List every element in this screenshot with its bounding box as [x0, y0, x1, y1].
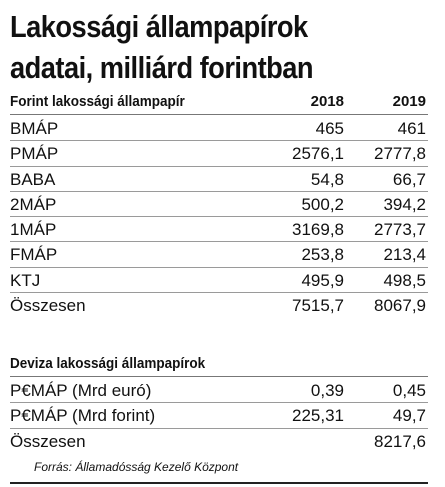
forint-section-header: Forint lakossági állampapír 2018 2019 [10, 90, 428, 115]
column-header-2018: 2018 [310, 93, 344, 110]
row-label: Összesen [10, 296, 86, 316]
table-row: PMÁP 2576,1 2777,8 [10, 141, 428, 167]
value-2019: 2777,8 [374, 144, 426, 164]
row-label: P€MÁP (Mrd euró) [10, 381, 152, 400]
source-note: Forrás: Államadósság Kezelő Központ [34, 460, 239, 474]
value-2018: 465 [315, 119, 344, 138]
row-label: Összesen [10, 431, 86, 451]
table-row: 2MÁP 500,2 394,2 [10, 192, 428, 218]
row-label: BABA [10, 169, 56, 189]
row-label: 2MÁP [10, 194, 57, 214]
table-row: KTJ 495,9 498,5 [10, 268, 428, 294]
page-title: Lakossági állampapírok adatai, milliárd … [10, 6, 388, 88]
value-2019: 498,5 [383, 270, 426, 290]
value-2018: 7515,7 [292, 296, 344, 316]
value-2019: 2773,7 [374, 220, 426, 240]
value-2019: 461 [397, 119, 426, 138]
deviza-section-header: Deviza lakossági állampapírok [10, 352, 428, 377]
value-2018: 500,2 [301, 194, 344, 214]
row-label: PMÁP [10, 144, 59, 164]
value-2019: 8067,9 [374, 296, 426, 316]
row-label: KTJ [10, 270, 41, 290]
value-2018: 495,9 [301, 270, 344, 290]
value-2018: 225,31 [292, 406, 344, 426]
title-line-2: adatai, milliárd forintban [10, 50, 314, 85]
value-2019: 66,7 [392, 169, 426, 189]
table-row: P€MÁP (Mrd euró) 0,39 0,45 [10, 378, 428, 404]
column-header-2019: 2019 [392, 93, 426, 110]
row-label: P€MÁP (Mrd forint) [10, 406, 156, 426]
forint-section-title: Forint lakossági állampapír [10, 93, 185, 110]
value-2019: 394,2 [383, 194, 426, 214]
row-label: BMÁP [10, 119, 59, 138]
row-label: 1MÁP [10, 220, 57, 240]
total-row: Összesen 7515,7 8067,9 [10, 293, 428, 318]
value-2019: 49,7 [392, 406, 426, 426]
value-2018: 3169,8 [292, 220, 344, 240]
table-row: FMÁP 253,8 213,4 [10, 242, 428, 268]
total-row: Összesen 8217,6 [10, 429, 428, 454]
value-2019: 213,4 [383, 245, 426, 265]
value-2018: 2576,1 [292, 144, 344, 164]
forint-rows: BMÁP 465 461 PMÁP 2576,1 2777,8 BABA 54,… [10, 116, 428, 318]
value-2018: 0,39 [310, 381, 344, 400]
deviza-rows: P€MÁP (Mrd euró) 0,39 0,45 P€MÁP (Mrd fo… [10, 378, 428, 454]
table-row: P€MÁP (Mrd forint) 225,31 49,7 [10, 403, 428, 429]
value-2018: 54,8 [310, 169, 344, 189]
bottom-divider [10, 482, 428, 484]
value-2019: 0,45 [392, 381, 426, 400]
value-2019: 8217,6 [374, 431, 426, 451]
value-2018: 253,8 [301, 245, 344, 265]
deviza-section-title: Deviza lakossági állampapírok [10, 355, 206, 372]
table-row: 1MÁP 3169,8 2773,7 [10, 217, 428, 243]
title-line-1: Lakossági állampapírok [10, 9, 308, 44]
table-row: BABA 54,8 66,7 [10, 167, 428, 192]
table-row: BMÁP 465 461 [10, 116, 428, 142]
row-label: FMÁP [10, 245, 58, 265]
